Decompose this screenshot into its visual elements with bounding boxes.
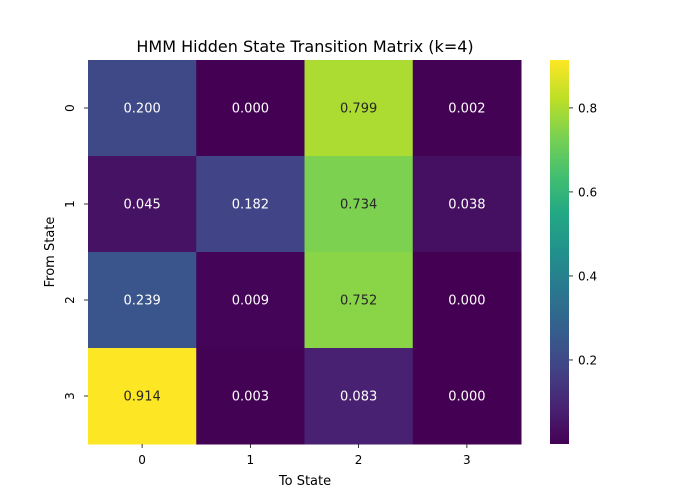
- heatmap-cell-r2-c0: [88, 252, 197, 349]
- heatmap-cell-label-r1-c3: 0.038: [448, 198, 485, 213]
- y-tick-label-2: 2: [63, 296, 77, 304]
- y-axis-ticks: 0 1 2 3: [63, 104, 88, 400]
- y-axis-label: From State: [43, 217, 58, 288]
- y-tick-label-0: 0: [63, 104, 77, 112]
- heatmap-cell-label-r2-c1: 0.009: [232, 294, 269, 309]
- colorbar-tick-label-2: 0.6: [578, 185, 597, 199]
- heatmap-cell-label-r2-c2: 0.752: [340, 294, 377, 309]
- heatmap-cell-r2-c1: [196, 252, 305, 349]
- chart-title: HMM Hidden State Transition Matrix (k=4): [136, 37, 473, 56]
- y-tick-label-3: 3: [63, 392, 77, 400]
- heatmap-cell-r2-c3: [412, 252, 522, 349]
- heatmap-cell-r1-c3: [412, 156, 522, 253]
- heatmap-cell-r0-c0: [88, 60, 197, 157]
- heatmap-cell-r1-c0: [88, 156, 197, 253]
- heatmap-cell-label-r3-c0: 0.914: [124, 390, 161, 405]
- x-tick-label-2: 2: [355, 453, 363, 467]
- colorbar: [550, 60, 569, 444]
- heatmap-cell-label-r3-c3: 0.000: [448, 390, 485, 405]
- heatmap-cell-label-r1-c1: 0.182: [232, 198, 269, 213]
- heatmap-cell-label-r1-c0: 0.045: [124, 198, 161, 213]
- heatmap-cell-r3-c3: [412, 348, 522, 445]
- heatmap-cell-r1-c2: [304, 156, 414, 253]
- heatmap-cell-label-r2-c0: 0.239: [124, 294, 161, 309]
- heatmap-cell-r3-c0: [88, 348, 197, 445]
- y-tick-label-1: 1: [63, 200, 77, 208]
- colorbar-tick-label-0: 0.2: [578, 353, 597, 367]
- heatmap-cell-label-r2-c3: 0.000: [448, 294, 485, 309]
- heatmap-cell-r1-c1: [196, 156, 305, 253]
- heatmap-cell-label-r3-c2: 0.083: [340, 390, 377, 405]
- heatmap-cell-r3-c2: [304, 348, 414, 445]
- heatmap-cell-r0-c2: [304, 60, 414, 157]
- colorbar-tick-label-1: 0.4: [578, 269, 597, 283]
- x-tick-label-1: 1: [247, 453, 255, 467]
- x-tick-label-0: 0: [138, 453, 146, 467]
- x-axis-label: To State: [278, 474, 331, 489]
- colorbar-tick-label-3: 0.8: [578, 101, 597, 115]
- heatmap-cell-label-r0-c2: 0.799: [340, 102, 377, 117]
- heatmap-cell-label-r3-c1: 0.003: [232, 390, 269, 405]
- heatmap-cell-label-r1-c2: 0.734: [340, 198, 377, 213]
- heatmap-cell-label-r0-c3: 0.002: [448, 102, 485, 117]
- heatmap-cell-r3-c1: [196, 348, 305, 445]
- heatmap-cell-r0-c3: [412, 60, 522, 157]
- colorbar-ticks: 0.2 0.4 0.6 0.8: [569, 101, 597, 367]
- heatmap-cell-r0-c1: [196, 60, 305, 157]
- x-axis-ticks: 0 1 2 3: [138, 444, 471, 467]
- heatmap-cell-r2-c2: [304, 252, 414, 349]
- heatmap-cell-label-r0-c1: 0.000: [232, 102, 269, 117]
- heatmap-cells: 0.200 0.000 0.799 0.002 0.045 0.182 0.734 0.038…: [88, 60, 522, 445]
- x-tick-label-3: 3: [463, 453, 471, 467]
- heatmap-cell-label-r0-c0: 0.200: [124, 102, 161, 117]
